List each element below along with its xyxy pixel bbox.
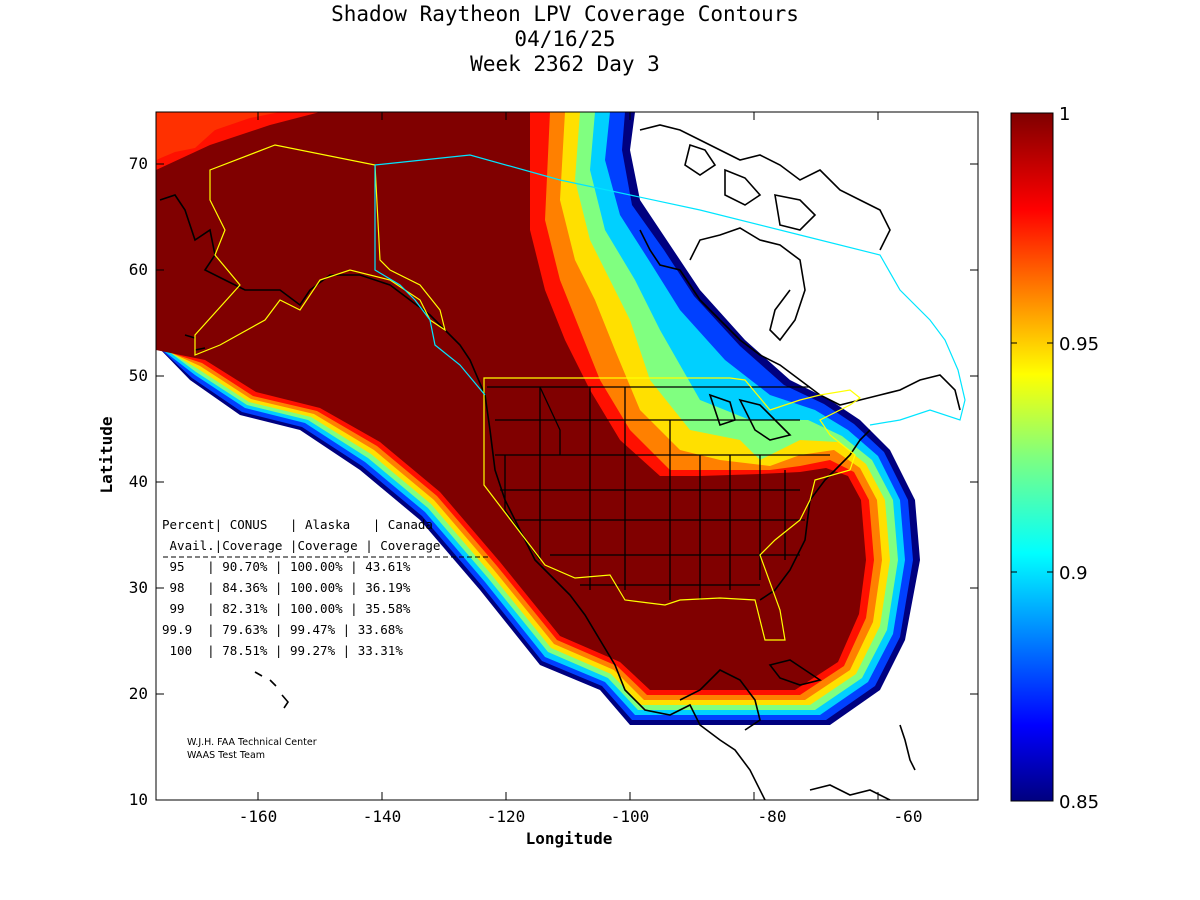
x-tick-label: -100 (611, 807, 650, 826)
colorbar-tick-label: 1 (1059, 104, 1070, 125)
row-alaska: 100.00% (289, 601, 343, 616)
coverage-topleft-edge (156, 112, 280, 160)
row-percent: 95 (162, 559, 200, 574)
x-tick-label: -80 (758, 807, 787, 826)
coverage-band-full (156, 112, 866, 690)
row-conus: 78.51% (222, 643, 268, 658)
row-percent: 99.9 (162, 622, 200, 637)
y-tick-label: 20 (129, 684, 148, 703)
colorbar-tick-label: 0.85 (1059, 792, 1099, 813)
y-tick-label: 10 (129, 790, 148, 809)
colorbar-tick-label: 0.9 (1059, 563, 1088, 584)
x-tick-label: -160 (239, 807, 278, 826)
y-tick-label: 60 (129, 260, 148, 279)
plot-frame (155, 111, 979, 801)
row-canada: 43.61% (365, 559, 411, 574)
map-layer (156, 112, 966, 800)
row-percent: 99 (162, 601, 200, 616)
x-tick-label: -120 (487, 807, 526, 826)
coastlines (159, 124, 961, 800)
row-percent: 98 (162, 580, 200, 595)
x-tick-label: -60 (894, 807, 923, 826)
y-tick-label: 30 (129, 578, 148, 597)
row-canada: 36.19% (365, 580, 411, 595)
alaska-canada-boundary (374, 154, 966, 426)
row-canada: 33.68% (357, 622, 403, 637)
row-alaska: 99.27% (289, 643, 336, 658)
colorbar (1010, 112, 1054, 802)
row-conus: 82.31% (222, 601, 268, 616)
row-conus: 90.70% (222, 559, 268, 574)
plot-week-day: Week 2362 Day 3 (470, 52, 660, 76)
row-conus: 84.36% (222, 580, 268, 595)
table-row: 95 | 90.70% | 100.00% | 43.61% (162, 559, 411, 574)
table-row: 99 | 82.31% | 100.00% | 35.58% (162, 601, 411, 616)
conus-boundary (194, 144, 862, 641)
row-alaska: 100.00% (289, 559, 343, 574)
x-axis-label: Longitude (526, 829, 613, 848)
plot-title: Shadow Raytheon LPV Coverage Contours (331, 2, 799, 26)
row-alaska: 99.47% (289, 622, 336, 637)
axis-ticks (156, 112, 978, 800)
table-row: 99.9 | 79.63% | 99.47% | 33.68% (162, 622, 403, 637)
row-canada: 35.58% (365, 601, 411, 616)
table-row: 100 | 78.51% | 99.27% | 33.31% (162, 643, 403, 658)
colorbar-ticks (1011, 112, 1053, 802)
colorbar-tick-label: 0.95 (1059, 334, 1099, 355)
y-axis-label: Latitude (97, 416, 116, 493)
row-conus: 79.63% (222, 622, 268, 637)
row-canada: 33.31% (357, 643, 403, 658)
y-tick-label: 40 (129, 472, 148, 491)
y-tick-label: 50 (129, 366, 148, 385)
x-tick-label: -140 (363, 807, 402, 826)
row-alaska: 100.00% (289, 580, 343, 595)
us-state-borders (487, 386, 830, 600)
y-tick-label: 70 (129, 154, 148, 173)
table-row: 98 | 84.36% | 100.00% | 36.19% (162, 580, 411, 595)
row-percent: 100 (162, 643, 200, 658)
credit-line-2: WAAS Test Team (187, 750, 266, 761)
plot-date: 04/16/25 (514, 27, 616, 51)
table-header-1: Percent| CONUS | Alaska | Canada (162, 517, 433, 532)
credit-line-1: W.J.H. FAA Technical Center (187, 737, 317, 748)
table-header-2: Avail.|Coverage |Coverage | Coverage (162, 538, 441, 553)
